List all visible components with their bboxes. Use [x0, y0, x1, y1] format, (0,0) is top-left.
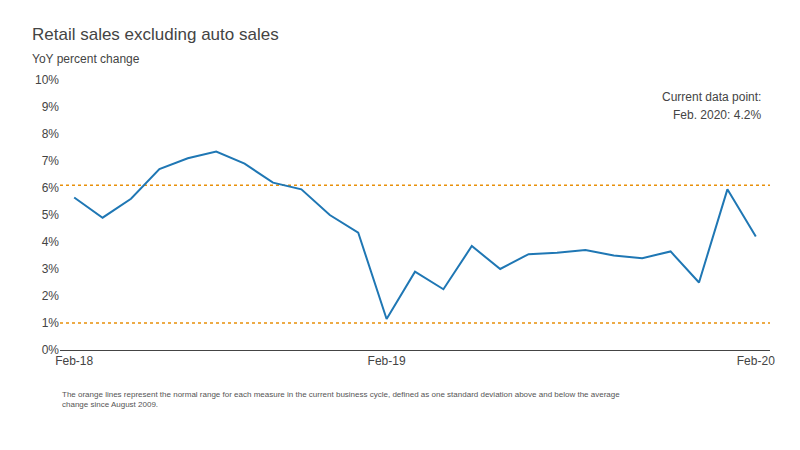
svg-text:1%: 1%: [42, 316, 60, 330]
svg-text:The orange lines represent the: The orange lines represent the normal ra…: [62, 390, 620, 409]
svg-text:0%: 0%: [42, 343, 60, 357]
svg-text:Retail sales excluding auto sa: Retail sales excluding auto sales: [32, 25, 279, 44]
svg-text:8%: 8%: [42, 127, 60, 141]
svg-text:Feb. 2020: 4.2%: Feb. 2020: 4.2%: [673, 108, 761, 122]
svg-text:Feb-20: Feb-20: [737, 354, 775, 368]
svg-text:2%: 2%: [42, 289, 60, 303]
svg-text:9%: 9%: [42, 100, 60, 114]
svg-text:Feb-19: Feb-19: [368, 354, 406, 368]
svg-text:10%: 10%: [35, 73, 59, 87]
svg-text:6%: 6%: [42, 181, 60, 195]
svg-text:3%: 3%: [42, 262, 60, 276]
svg-text:Feb-18: Feb-18: [55, 354, 93, 368]
svg-text:4%: 4%: [42, 235, 60, 249]
svg-text:YoY percent change: YoY percent change: [32, 52, 140, 66]
svg-text:5%: 5%: [42, 208, 60, 222]
svg-text:Current data point:: Current data point:: [662, 90, 761, 104]
svg-text:7%: 7%: [42, 154, 60, 168]
